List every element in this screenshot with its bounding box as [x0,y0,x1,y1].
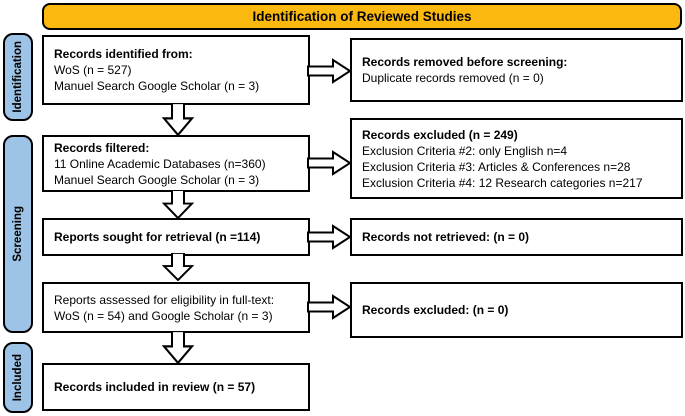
box-records-identified-line: WoS (n = 527) [54,63,132,77]
box-records-excluded-fulltext: Records excluded: (n = 0) [350,282,683,338]
arrow-down-icon [161,103,195,136]
box-reports-assessed-line: Reports assessed for eligibility in full… [54,292,275,307]
arrow-right-icon [307,150,352,176]
box-records-excluded-screening-line: Exclusion Criteria #4: 12 Research categ… [362,175,643,190]
box-records-excluded-screening: Records excluded (n = 249) Exclusion Cri… [350,118,683,199]
box-records-identified: Records identified from: WoS (n = 527) M… [42,35,310,105]
stage-label-identification-text: Identification [12,41,24,113]
arrow-down-icon [161,190,195,219]
box-records-included: Records included in review (n = 57) [42,363,310,411]
box-records-filtered-line: 11 Online Academic Databases (n=360) [54,156,266,171]
box-records-filtered-line: Manuel Search Google Scholar (n = 3) [54,172,260,187]
stage-label-screening-text: Screening [12,206,24,262]
box-reports-sought-title: Reports sought for retrieval (n =114) [54,230,261,244]
box-records-removed-title: Records removed before screening: [362,55,568,69]
box-records-removed: Records removed before screening: Duplic… [350,38,683,102]
box-records-not-retrieved-title: Records not retrieved: (n = 0) [362,230,530,244]
box-records-filtered: Records filtered: 11 Online Academic Dat… [42,135,310,192]
box-records-excluded-fulltext-title: Records excluded: (n = 0) [362,303,509,317]
box-records-included-title: Records included in review (n = 57) [54,380,256,394]
box-reports-assessed: Reports assessed for eligibility in full… [42,282,310,333]
box-records-identified-title: Records identified from: [54,47,193,61]
box-records-excluded-screening-title: Records excluded (n = 249) [362,127,518,142]
arrow-right-icon [307,58,352,84]
box-records-excluded-screening-line: Exclusion Criteria #2: only English n=4 [362,143,568,158]
box-records-not-retrieved: Records not retrieved: (n = 0) [350,218,683,256]
box-reports-assessed-line: WoS (n = 54) and Google Scholar (n = 3) [54,308,273,323]
arrow-right-icon [307,294,352,320]
stage-label-included-text: Included [12,353,24,402]
arrow-down-icon [161,253,195,281]
box-records-filtered-title: Records filtered: [54,140,150,155]
box-reports-sought: Reports sought for retrieval (n =114) [42,218,310,256]
diagram-title: Identification of Reviewed Studies [252,9,472,24]
arrow-right-icon [307,224,352,250]
arrow-down-icon [161,331,195,364]
box-records-identified-line: Manuel Search Google Scholar (n = 3) [54,79,260,93]
stage-label-identification: Identification [3,33,33,121]
box-records-removed-line: Duplicate records removed (n = 0) [362,71,544,85]
stage-label-included: Included [3,342,33,413]
stage-label-screening: Screening [3,135,33,333]
box-records-excluded-screening-line: Exclusion Criteria #3: Articles & Confer… [362,159,631,174]
diagram-title-banner: Identification of Reviewed Studies [42,3,682,30]
